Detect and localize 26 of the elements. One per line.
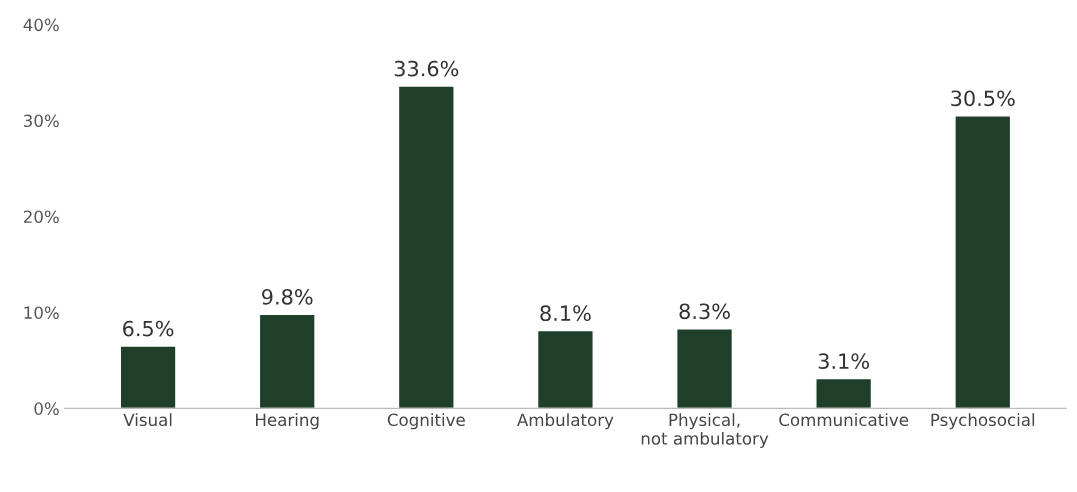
- y-tick-label: 20%: [23, 210, 59, 224]
- data-label: 6.5%: [123, 320, 174, 337]
- x-tick-label: Ambulatory: [517, 413, 614, 430]
- y-tick-label: 0%: [34, 402, 59, 415]
- bar: [397, 85, 455, 409]
- data-label: 9.8%: [262, 288, 313, 305]
- y-tick-label: 10%: [24, 306, 59, 319]
- y-tick-label: 40%: [23, 18, 59, 32]
- data-label: 33.6%: [394, 60, 459, 77]
- x-tick-label: Communicative: [779, 413, 909, 427]
- bar: [676, 328, 734, 409]
- y-tick-label: 30%: [23, 114, 59, 128]
- x-tick-label: Hearing: [256, 413, 319, 430]
- bar: [536, 329, 594, 409]
- data-label: 30.5%: [951, 90, 1015, 107]
- x-tick-label: Physical, not ambulatory: [641, 413, 769, 449]
- x-tick-label: Psychosocial: [931, 413, 1035, 430]
- x-tick-label: Cognitive: [387, 413, 465, 430]
- bar: [258, 313, 316, 409]
- bar: [815, 377, 873, 409]
- data-label: 8.1%: [540, 305, 591, 322]
- bar: [954, 115, 1012, 409]
- bar: [119, 345, 177, 409]
- data-label: 8.3%: [679, 303, 730, 320]
- x-tick-label: Visual: [123, 413, 172, 427]
- data-label: 3.1%: [818, 353, 869, 370]
